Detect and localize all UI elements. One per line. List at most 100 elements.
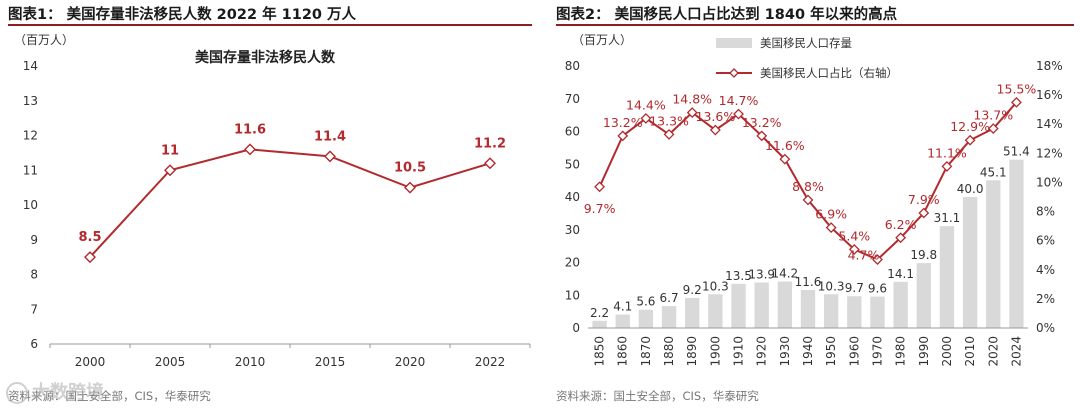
x-tick-label: 2010 <box>963 336 977 367</box>
y-right-tick-label: 16% <box>1036 88 1063 102</box>
data-point <box>484 157 496 170</box>
data-point <box>164 164 176 177</box>
x-tick-label: 1900 <box>708 336 722 367</box>
data-label: 11.4 <box>314 129 346 144</box>
y-left-tick-label: 80 <box>565 59 580 73</box>
bar-value-label: 5.6 <box>636 295 655 309</box>
x-tick-label: 1860 <box>616 336 630 367</box>
bar <box>685 297 700 328</box>
bar-value-label: 4.1 <box>613 300 632 314</box>
bar-value-label: 2.2 <box>590 306 609 320</box>
x-tick-label: 1850 <box>593 336 607 367</box>
y-right-tick-label: 10% <box>1036 175 1063 189</box>
bar <box>615 314 630 328</box>
share-label: 12.9% <box>950 119 990 134</box>
y-tick-label: 13 <box>23 94 38 108</box>
x-tick-label: 2000 <box>940 336 954 367</box>
share-point <box>779 153 791 165</box>
bar-value-label: 31.1 <box>934 211 961 225</box>
right-panel-source: 资料来源：国土安全部，CIS，华泰研究 <box>556 389 759 403</box>
x-tick-label: 1910 <box>732 336 746 367</box>
chart1-unit-label: （百万人） <box>14 33 74 47</box>
bar <box>823 294 839 328</box>
bar <box>754 282 769 328</box>
legend-bar-label: 美国移民人口存量 <box>760 36 852 50</box>
bar-value-label: 14.2 <box>771 266 798 280</box>
y-right-tick-label: 18% <box>1036 59 1063 73</box>
bar-value-label: 13.9 <box>748 267 775 281</box>
bar <box>916 263 931 328</box>
data-label: 10.5 <box>394 161 426 176</box>
share-label: 14.4% <box>626 97 666 112</box>
share-label: 14.8% <box>672 92 712 107</box>
share-label: 14.7% <box>719 93 759 108</box>
share-point <box>756 130 768 142</box>
x-tick-label: 1920 <box>755 336 769 367</box>
share-label: 11.6% <box>765 138 805 153</box>
series-line <box>89 148 491 258</box>
data-label: 11.2 <box>474 136 506 151</box>
data-point <box>84 251 96 264</box>
y-left-tick-label: 40 <box>565 190 580 204</box>
y-right-tick-label: 0% <box>1036 321 1055 335</box>
share-point <box>918 207 930 219</box>
y-tick-label: 8 <box>30 268 38 282</box>
y-right-tick-label: 14% <box>1036 117 1063 131</box>
data-label: 11.6 <box>234 122 266 137</box>
share-label: 13.6% <box>696 109 736 124</box>
share-point <box>848 243 860 255</box>
y-left-tick-label: 50 <box>565 157 580 171</box>
x-tick-label: 1980 <box>894 336 908 367</box>
x-tick-label: 1950 <box>824 336 838 367</box>
share-point <box>1011 96 1022 108</box>
x-tick-label: 1890 <box>685 336 699 367</box>
bar-value-label: 13.5 <box>725 269 752 283</box>
bar <box>962 197 978 328</box>
x-tick-label: 2022 <box>475 355 506 369</box>
y-right-tick-label: 4% <box>1036 263 1055 277</box>
chart2-unit-label: （百万人） <box>572 33 632 47</box>
share-point <box>709 124 721 136</box>
y-left-tick-label: 60 <box>565 125 580 139</box>
x-tick-label: 1930 <box>778 336 792 367</box>
bar <box>708 294 723 328</box>
bar-value-label: 51.4 <box>1003 145 1030 159</box>
chart1-title: 美国存量非法移民人数 <box>195 49 336 66</box>
y-left-tick-label: 70 <box>565 92 580 106</box>
bar <box>592 320 607 328</box>
share-label: 13.3% <box>649 113 689 128</box>
right-title-rule <box>556 24 1074 26</box>
x-tick-label: 1940 <box>801 336 815 367</box>
bar-value-label: 9.7 <box>845 281 864 295</box>
bar <box>800 290 816 328</box>
share-point <box>895 232 907 244</box>
bar-value-label: 10.3 <box>818 279 845 293</box>
right-panel-title: 图表2： 美国移民人口占比达到 1840 年以来的高点 <box>556 7 898 23</box>
bar-value-label: 11.6 <box>795 275 822 289</box>
share-label: 13.2% <box>742 115 782 130</box>
bar <box>986 180 1001 328</box>
data-point <box>324 150 336 163</box>
watermark-text: 大数跨境 <box>32 382 104 403</box>
bar <box>638 309 654 328</box>
chart-illegal-immigrants: （百万人） 美国存量非法移民人数 6 7 8 9 10 11 12 13 14 2000 2005… <box>14 33 531 369</box>
bar-value-label: 9.6 <box>868 282 887 296</box>
x-tick-label: 2020 <box>986 336 1000 367</box>
y-tick-label: 9 <box>30 233 38 247</box>
share-point <box>686 107 698 118</box>
share-label: 13.7% <box>973 108 1013 123</box>
bar <box>847 296 862 328</box>
left-panel-title: 图表1： 美国存量非法移民人数 2022 年 1120 万人 <box>8 7 357 23</box>
y-tick-label: 6 <box>30 337 38 351</box>
bar-value-label: 14.1 <box>887 267 914 281</box>
legend-bar-swatch <box>716 38 752 48</box>
y-right-tick-label: 8% <box>1036 205 1055 219</box>
y-tick-label: 11 <box>23 163 38 177</box>
x-tick-label: 1880 <box>662 336 676 367</box>
share-point <box>663 128 675 140</box>
y-right-tick-label: 12% <box>1036 146 1063 160</box>
bar <box>777 281 793 328</box>
y-right-tick-label: 6% <box>1036 234 1055 248</box>
x-tick-label: 1870 <box>639 336 653 367</box>
watermark-logo-icon <box>6 382 28 404</box>
